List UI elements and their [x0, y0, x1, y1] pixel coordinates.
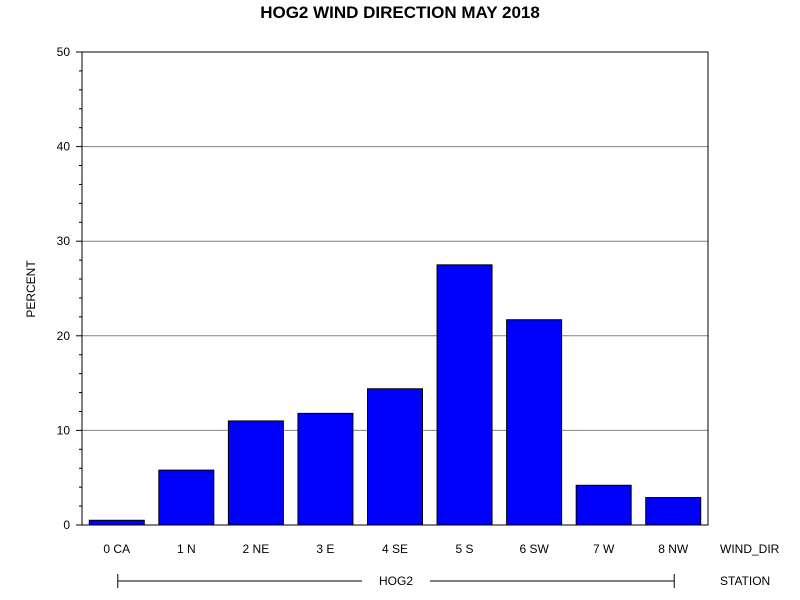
x-tick-label: 0 CA — [103, 542, 130, 556]
station-group-label: HOG2 — [379, 574, 413, 588]
gridlines — [82, 51, 708, 431]
plot-frame — [81, 51, 709, 526]
x-axis: 0 CA 1 N 2 NE 3 E 4 SE 5 S 6 SW 7 W 8 NW — [103, 542, 688, 556]
y-tick-label: 40 — [57, 140, 71, 154]
bar — [645, 497, 702, 526]
bar — [506, 319, 563, 526]
x-tick-label: 5 S — [456, 542, 474, 556]
y-tick-label: 50 — [57, 45, 71, 59]
station-axis-label: STATION — [720, 574, 770, 588]
bar — [367, 388, 423, 526]
bar — [158, 469, 215, 526]
x-tick-label: 1 N — [177, 542, 196, 556]
y-tick-label: 20 — [57, 329, 71, 343]
bars — [88, 264, 702, 526]
y-axis-label: PERCENT — [24, 260, 38, 318]
x-tick-label: 3 E — [316, 542, 334, 556]
bar — [297, 412, 354, 526]
station-group: HOG2 — [117, 574, 675, 588]
bar — [88, 519, 145, 526]
x-tick-label: 7 W — [593, 542, 615, 556]
y-tick-label: 0 — [63, 518, 70, 532]
bar — [227, 420, 284, 526]
x-tick-label: 4 SE — [382, 542, 408, 556]
x-tick-label: 8 NW — [658, 542, 689, 556]
y-tick-label: 30 — [57, 234, 71, 248]
x-axis-label: WIND_DIR — [720, 542, 780, 556]
y-axis: 0 10 20 30 40 50 — [57, 45, 82, 532]
x-tick-label: 6 SW — [519, 542, 549, 556]
chart-title: HOG2 WIND DIRECTION MAY 2018 — [260, 3, 540, 22]
y-tick-label: 10 — [57, 423, 71, 437]
x-tick-label: 2 NE — [243, 542, 270, 556]
bar — [575, 484, 632, 526]
bar — [436, 264, 493, 526]
